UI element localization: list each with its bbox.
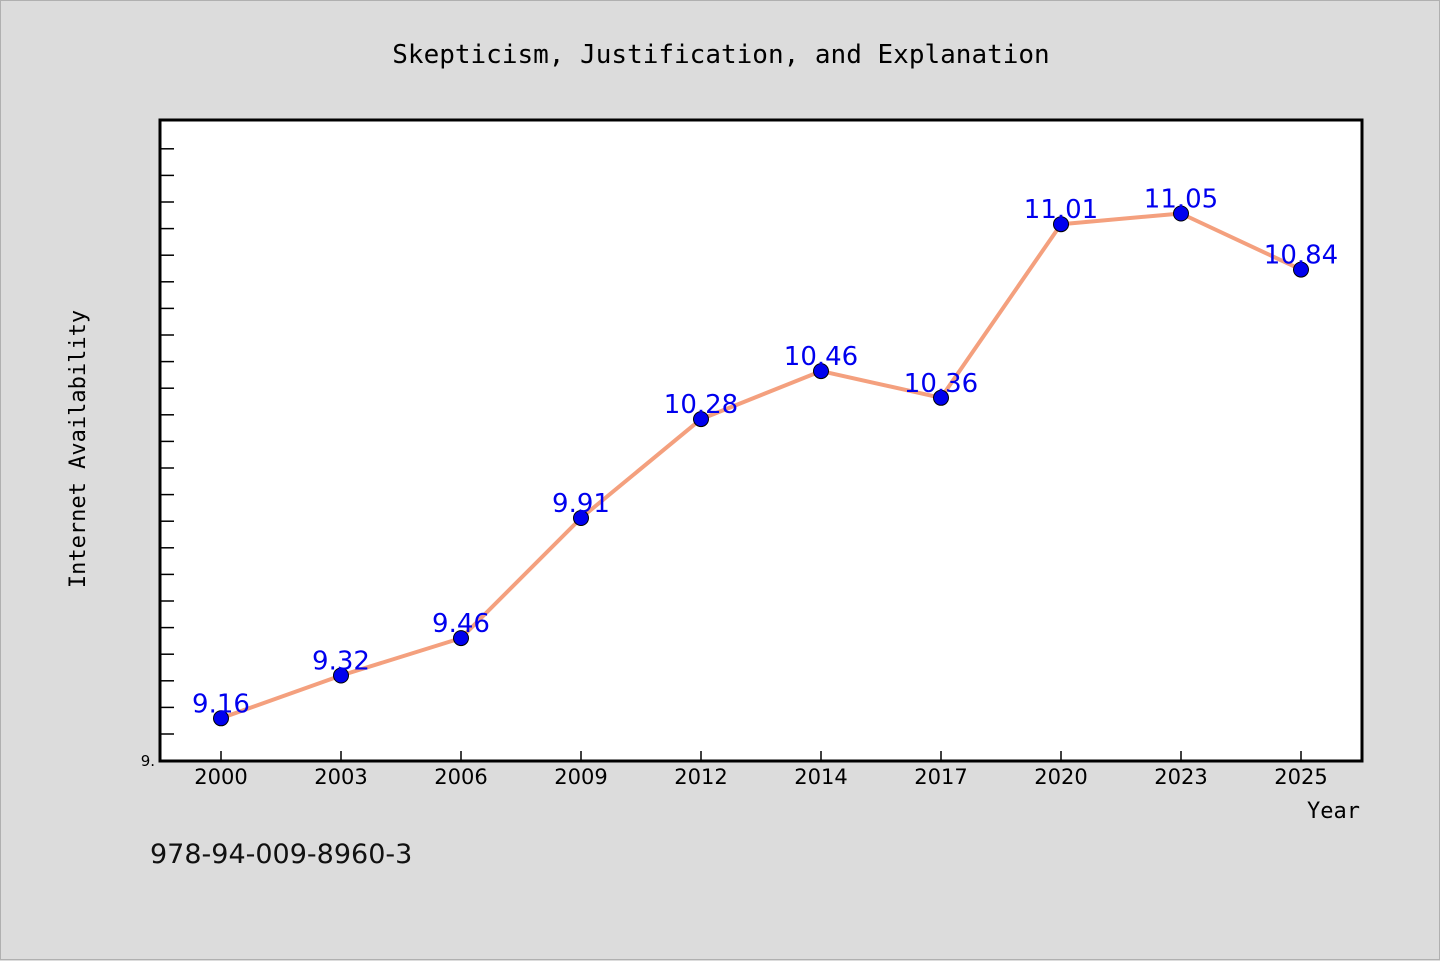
data-point <box>453 630 469 647</box>
y-axis-ticks <box>160 148 174 735</box>
data-label: 11.01 <box>1024 195 1098 225</box>
x-tick-label: 2017 <box>914 765 967 789</box>
data-label: 10.28 <box>664 390 738 420</box>
data-label: 9.46 <box>432 609 490 639</box>
data-point <box>933 389 949 406</box>
series-line <box>220 211 1302 721</box>
data-point <box>333 667 349 684</box>
x-tick-label: 2009 <box>554 765 607 789</box>
y-axis-label: Internet Availability <box>66 310 91 588</box>
x-tick-label: 2023 <box>1154 765 1207 789</box>
data-label: 10.36 <box>904 369 978 399</box>
data-label: 9.91 <box>552 489 610 519</box>
y-tick-label: 9. <box>141 752 155 770</box>
x-tick-label: 2000 <box>194 765 247 789</box>
data-label: 11.05 <box>1144 185 1218 215</box>
data-point <box>1293 261 1309 278</box>
data-label: 9.16 <box>192 689 250 719</box>
data-label: 10.46 <box>784 342 858 372</box>
series-layer: 9.16 9.32 9.46 9.91 10.28 10.46 10.36 11.01 11.0… <box>192 185 1338 727</box>
data-point <box>1053 216 1069 233</box>
data-point <box>573 510 589 526</box>
x-axis-label: Year <box>1307 799 1360 824</box>
x-tick-label: 2014 <box>794 765 847 789</box>
data-label: 9.32 <box>312 647 370 677</box>
data-point <box>213 710 229 727</box>
x-tick-label: 2012 <box>674 765 727 789</box>
x-tick-label: 2006 <box>434 765 487 789</box>
chart-title: Skepticism, Justification, and Explanati… <box>392 40 1049 70</box>
isbn-text: 978-94-009-8960-3 <box>150 839 412 870</box>
data-point <box>693 411 709 428</box>
data-label: 10.84 <box>1264 241 1338 271</box>
x-tick-label: 2020 <box>1034 765 1087 789</box>
x-axis-ticks: 2000 2003 2006 2009 2012 2014 2017 2020 2023 2025 <box>194 751 1328 789</box>
x-tick-label: 2003 <box>314 765 367 789</box>
x-tick-label: 2025 <box>1274 765 1327 789</box>
plot-area <box>158 118 1364 763</box>
data-point <box>1173 205 1189 222</box>
data-point <box>813 363 829 380</box>
